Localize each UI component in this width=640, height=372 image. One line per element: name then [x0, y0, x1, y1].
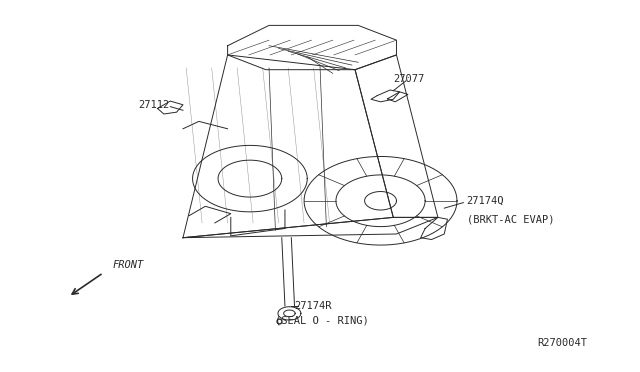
- Text: 27112: 27112: [138, 100, 170, 110]
- Text: R270004T: R270004T: [537, 338, 587, 348]
- Text: 27174R: 27174R: [294, 301, 332, 311]
- Text: (BRKT-AC EVAP): (BRKT-AC EVAP): [467, 214, 554, 224]
- Text: (SEAL O - RING): (SEAL O - RING): [275, 316, 369, 326]
- Text: FRONT: FRONT: [113, 260, 144, 270]
- Text: 27077: 27077: [394, 74, 424, 84]
- Text: 27174Q: 27174Q: [467, 196, 504, 206]
